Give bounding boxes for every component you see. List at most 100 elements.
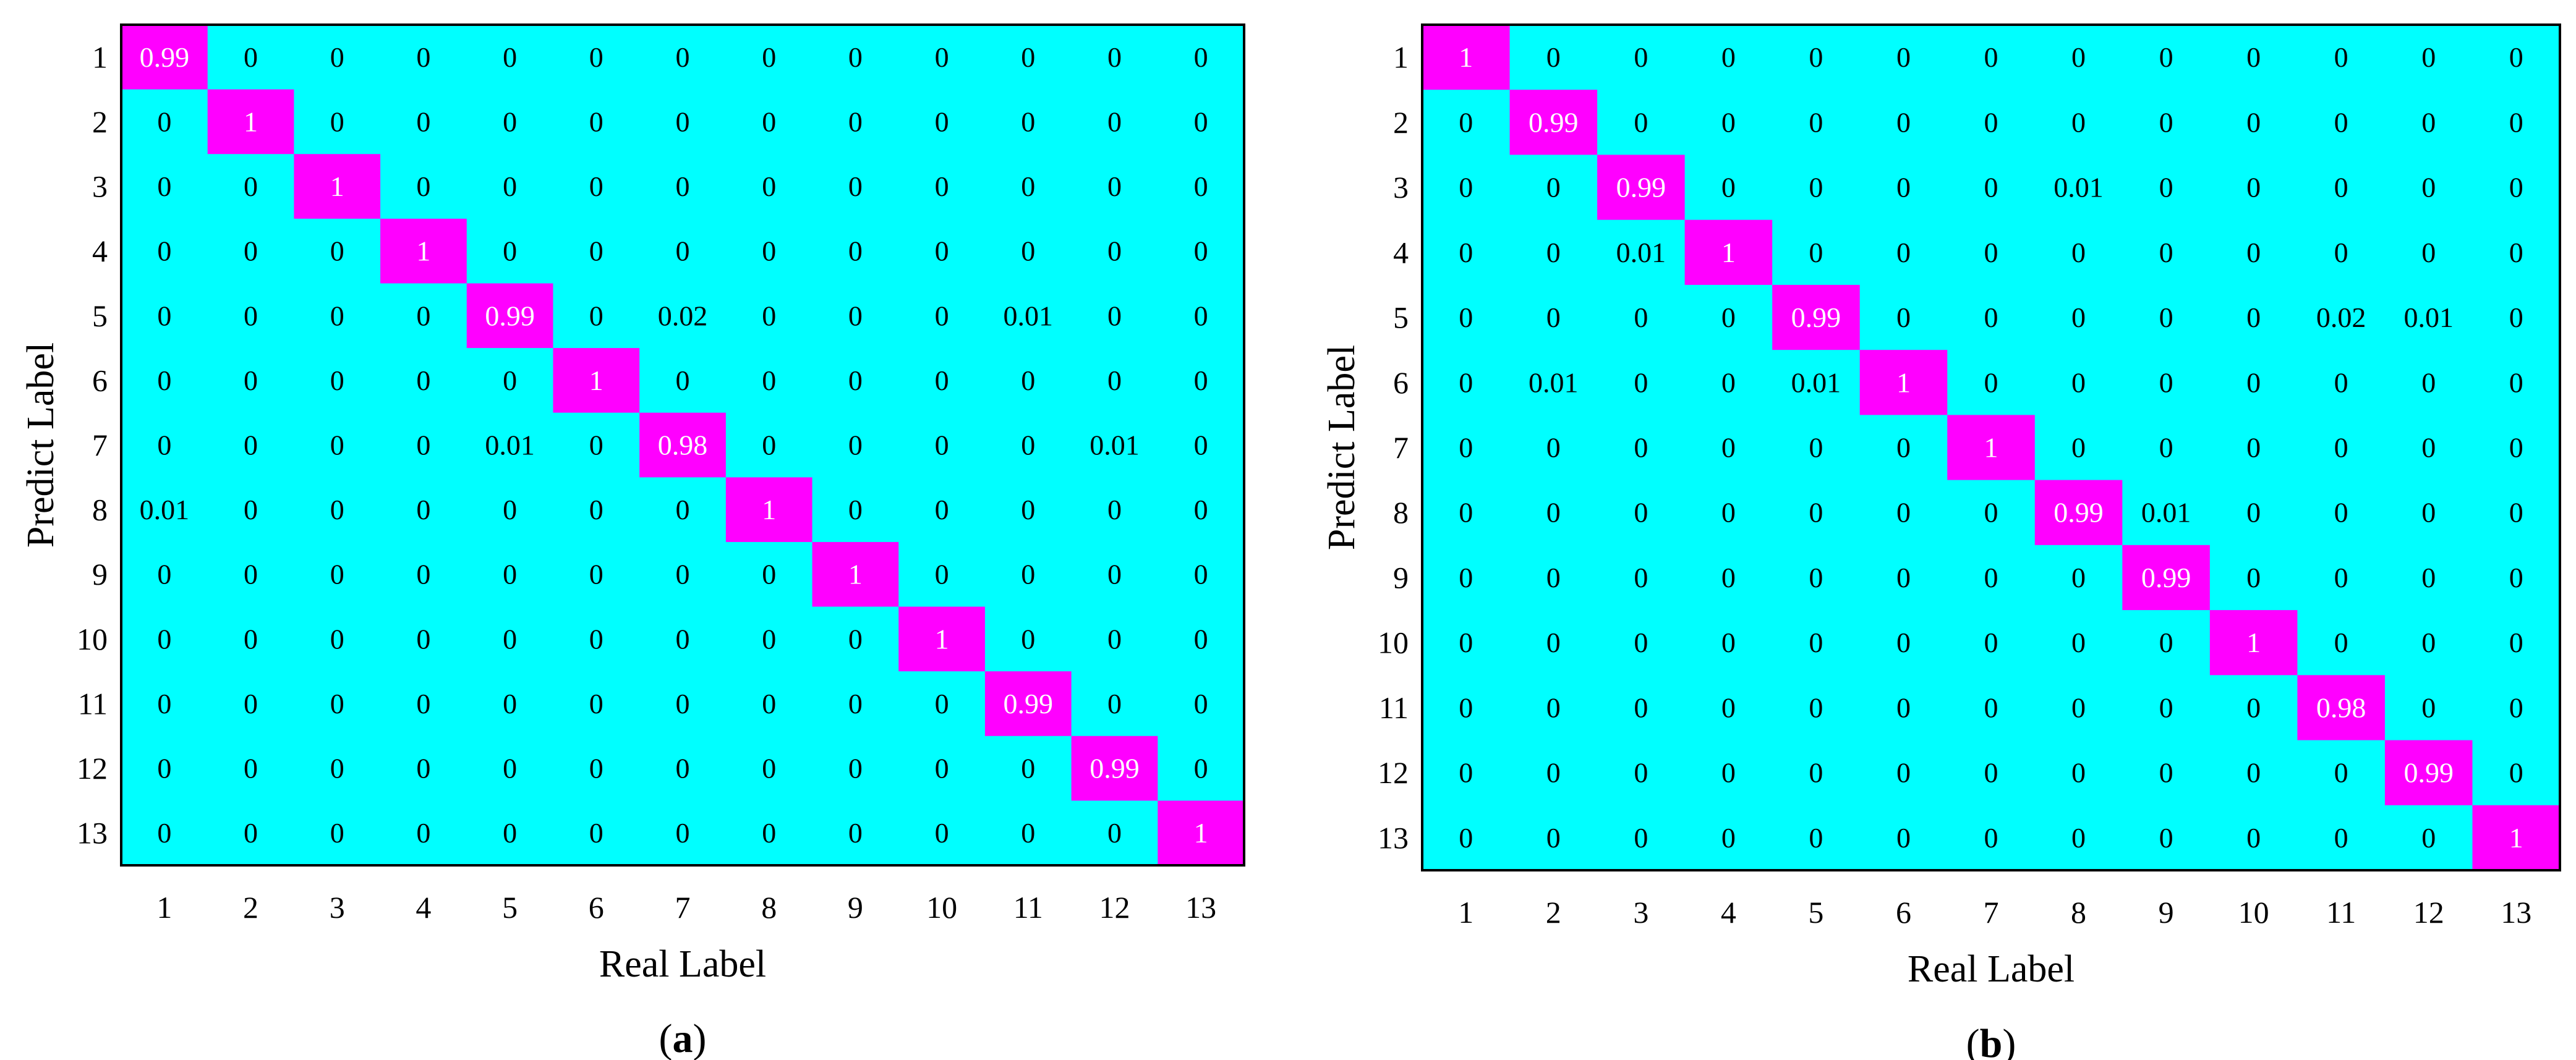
cell-value: 1 xyxy=(1459,41,1473,73)
cell-value: 0 xyxy=(848,817,863,849)
cell-value: 0 xyxy=(2334,106,2348,138)
cell-value: 0 xyxy=(2159,41,2173,73)
cell-value: 0 xyxy=(1459,822,1473,854)
cell-value: 0 xyxy=(2509,302,2523,333)
cell-value: 0 xyxy=(2246,822,2261,854)
y-tick-label: 10 xyxy=(77,622,108,656)
cell-value: 1 xyxy=(2246,627,2261,658)
cell-value: 0 xyxy=(1721,432,1736,464)
cell-value: 0 xyxy=(1809,432,1823,464)
cell-value: 0 xyxy=(2159,822,2173,854)
cell-value: 0.99 xyxy=(1791,302,1841,333)
confusion-matrix-b: 1 0 0 0 0 0 0 0 0 0 0 0 0 0 0.99 0 0 0 0 0 0 0 0 0 0 0 0 0 0.99 0 0 0 0 0… xyxy=(1321,23,2561,1060)
cell-value: 0 xyxy=(2246,757,2261,789)
cell-value: 0 xyxy=(2421,692,2436,723)
cell-value: 0 xyxy=(1021,753,1035,784)
x-tick-label: 3 xyxy=(330,890,345,925)
cell-value: 1 xyxy=(244,106,258,137)
y-tick-label: 12 xyxy=(1378,755,1409,790)
cell-value: 0.99 xyxy=(1529,106,1579,138)
cell-value: 0.99 xyxy=(2141,562,2191,593)
cell-value: 0 xyxy=(1107,41,1122,73)
cell-value: 0 xyxy=(1721,627,1736,658)
x-tick-label: 6 xyxy=(589,890,604,925)
diagonal-cell xyxy=(1422,25,1510,90)
cell-value: 0 xyxy=(503,41,517,73)
y-tick-label: 7 xyxy=(92,428,108,462)
cell-value: 0 xyxy=(2334,822,2348,854)
cell-value: 0 xyxy=(416,171,430,202)
y-tick-label: 11 xyxy=(1379,690,1409,725)
cell-value: 0 xyxy=(676,817,690,849)
cell-value: 0 xyxy=(157,817,171,849)
y-tick-label: 13 xyxy=(1378,820,1409,855)
y-tick-label: 5 xyxy=(92,299,108,333)
cell-value: 0 xyxy=(589,106,603,137)
cell-value: 0 xyxy=(244,235,258,267)
cell-value: 0 xyxy=(2334,432,2348,464)
cell-value: 0.02 xyxy=(658,300,708,331)
cell-value: 0 xyxy=(676,623,690,655)
cell-value: 0 xyxy=(1107,688,1122,719)
cell-value: 0 xyxy=(2509,41,2523,73)
cell-value: 0 xyxy=(848,430,863,461)
cell-value: 0 xyxy=(1984,757,1998,789)
cell-value: 0 xyxy=(1721,497,1736,528)
y-tick-label: 13 xyxy=(77,816,108,850)
diagonal-cell xyxy=(207,89,294,155)
cell-value: 0 xyxy=(1896,562,1911,593)
y-tick-label: 6 xyxy=(1393,365,1409,400)
cell-value: 0 xyxy=(1107,106,1122,137)
diagonal-cell xyxy=(2384,740,2473,805)
diagonal-cell xyxy=(466,283,553,349)
cell-value: 0 xyxy=(1721,172,1736,203)
cell-value: 0 xyxy=(676,559,690,590)
cell-value: 0 xyxy=(1896,692,1911,723)
cell-value: 0 xyxy=(848,300,863,331)
cell-value: 0 xyxy=(503,235,517,267)
cell-value: 0 xyxy=(1459,172,1473,203)
cell-value: 0 xyxy=(2421,432,2436,464)
cell-value: 0 xyxy=(1634,302,1648,333)
cell-value: 0 xyxy=(935,106,949,137)
cell-value: 0 xyxy=(676,753,690,784)
cell-value: 0 xyxy=(589,688,603,719)
cell-value: 0 xyxy=(2334,627,2348,658)
cell-value: 0 xyxy=(1546,822,1561,854)
cell-value: 0 xyxy=(589,300,603,331)
cell-value: 0 xyxy=(244,623,258,655)
cell-value: 0 xyxy=(1896,172,1911,203)
cell-value: 0 xyxy=(1194,41,1208,73)
cell-value: 0 xyxy=(2071,432,2086,464)
cell-value: 0 xyxy=(848,235,863,267)
cell-value: 0 xyxy=(2071,627,2086,658)
cell-value: 0 xyxy=(1984,41,1998,73)
cell-value: 0 xyxy=(244,688,258,719)
diagonal-cell xyxy=(2122,545,2210,611)
y-tick-label: 1 xyxy=(1393,40,1409,75)
cell-value: 0 xyxy=(1021,559,1035,590)
y-tick-label: 9 xyxy=(92,557,108,591)
cell-value: 0 xyxy=(1021,494,1035,525)
cell-value: 0 xyxy=(503,494,517,525)
diagonal-cell xyxy=(121,25,208,90)
cell-value: 0 xyxy=(244,753,258,784)
cell-value: 0 xyxy=(1984,692,1998,723)
y-tick-label: 12 xyxy=(77,751,108,786)
cell-value: 0 xyxy=(1107,300,1122,331)
cell-value: 0 xyxy=(416,106,430,137)
cell-value: 0 xyxy=(2159,432,2173,464)
panel-label: (b) xyxy=(1966,1021,2016,1060)
diagonal-cell xyxy=(1684,219,1773,285)
y-tick-label: 4 xyxy=(92,234,108,268)
cell-value: 1 xyxy=(589,365,603,396)
cell-value: 0 xyxy=(503,817,517,849)
cell-value: 0.99 xyxy=(1616,172,1666,203)
x-tick-label: 11 xyxy=(1013,890,1043,925)
cell-value: 0 xyxy=(676,365,690,396)
cell-value: 0 xyxy=(1546,627,1561,658)
cell-value: 0 xyxy=(330,817,344,849)
cell-value: 0 xyxy=(848,494,863,525)
cell-value: 0 xyxy=(935,41,949,73)
cell-value: 0 xyxy=(1194,365,1208,396)
